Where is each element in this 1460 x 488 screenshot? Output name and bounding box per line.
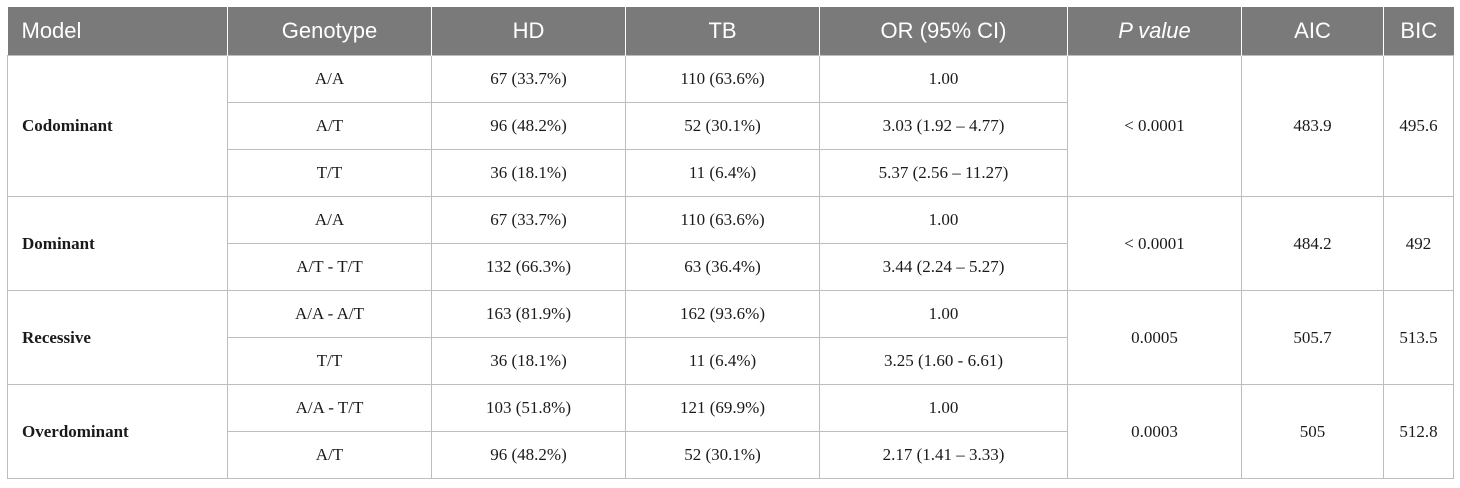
- model-label: Dominant: [7, 196, 228, 291]
- header-or: OR (95% CI): [819, 7, 1068, 56]
- model-label: Overdominant: [7, 384, 228, 479]
- tb-cell: 162 (93.6%): [625, 290, 820, 338]
- or-cell: 1.00: [819, 384, 1068, 432]
- or-cell: 3.03 (1.92 – 4.77): [819, 102, 1068, 150]
- header-aic: AIC: [1241, 7, 1384, 56]
- genotype-cell: A/A: [227, 196, 432, 244]
- genotype-cell: T/T: [227, 149, 432, 197]
- genotype-cell: A/T: [227, 102, 432, 150]
- genetic-model-table: Model Genotype HD TB OR (95% CI) P value…: [7, 7, 1454, 479]
- header-p-value: P value: [1067, 7, 1242, 56]
- header-model: Model: [7, 7, 228, 56]
- table-row: T/T 36 (18.1%) 11 (6.4%) 5.37 (2.56 – 11…: [8, 149, 1454, 197]
- p-value-cell: 0.0005: [1067, 290, 1242, 385]
- genotype-cell: A/T - T/T: [227, 243, 432, 291]
- hd-cell: 103 (51.8%): [431, 384, 626, 432]
- or-cell: 3.44 (2.24 – 5.27): [819, 243, 1068, 291]
- table-row: T/T 36 (18.1%) 11 (6.4%) 3.25 (1.60 - 6.…: [8, 337, 1454, 385]
- hd-cell: 96 (48.2%): [431, 102, 626, 150]
- tb-cell: 63 (36.4%): [625, 243, 820, 291]
- table-row: Overdominant A/A - T/T 103 (51.8%) 121 (…: [7, 384, 1454, 479]
- or-cell: 3.25 (1.60 - 6.61): [819, 337, 1068, 385]
- hd-cell: 36 (18.1%): [431, 149, 626, 197]
- or-cell: 1.00: [819, 290, 1068, 338]
- aic-cell: 484.2: [1241, 196, 1384, 291]
- aic-cell: 505.7: [1241, 290, 1384, 385]
- bic-cell: 492: [1383, 196, 1454, 291]
- aic-cell: 505: [1241, 384, 1384, 479]
- header-tb: TB: [625, 7, 820, 56]
- hd-cell: 36 (18.1%): [431, 337, 626, 385]
- hd-cell: 163 (81.9%): [431, 290, 626, 338]
- model-label: Recessive: [7, 290, 228, 385]
- header-row: Model Genotype HD TB OR (95% CI) P value…: [7, 7, 1454, 56]
- hd-cell: 96 (48.2%): [431, 431, 626, 479]
- bic-cell: 512.8: [1383, 384, 1454, 479]
- bic-cell: 495.6: [1383, 55, 1454, 197]
- table-row: A/T - T/T 132 (66.3%) 63 (36.4%) 3.44 (2…: [8, 243, 1454, 291]
- table-row: Codominant A/A 67 (33.7%) 110 (63.6%) 1.…: [7, 55, 1454, 197]
- table-row: A/T 96 (48.2%) 52 (30.1%) 2.17 (1.41 – 3…: [8, 431, 1454, 479]
- genotype-cell: A/A: [227, 55, 432, 103]
- tb-cell: 11 (6.4%): [625, 337, 820, 385]
- tb-cell: 110 (63.6%): [625, 55, 820, 103]
- header-genotype: Genotype: [227, 7, 432, 56]
- header-hd: HD: [431, 7, 626, 56]
- or-cell: 1.00: [819, 55, 1068, 103]
- aic-cell: 483.9: [1241, 55, 1384, 197]
- hd-cell: 67 (33.7%): [431, 55, 626, 103]
- table-row: Dominant A/A 67 (33.7%) 110 (63.6%) 1.00…: [7, 196, 1454, 291]
- header-bic: BIC: [1383, 7, 1454, 56]
- genotype-cell: A/T: [227, 431, 432, 479]
- p-value-cell: 0.0003: [1067, 384, 1242, 479]
- genotype-cell: T/T: [227, 337, 432, 385]
- model-label: Codominant: [7, 55, 228, 197]
- p-value-cell: < 0.0001: [1067, 55, 1242, 197]
- tb-cell: 110 (63.6%): [625, 196, 820, 244]
- or-cell: 2.17 (1.41 – 3.33): [819, 431, 1068, 479]
- p-value-cell: < 0.0001: [1067, 196, 1242, 291]
- hd-cell: 132 (66.3%): [431, 243, 626, 291]
- or-cell: 5.37 (2.56 – 11.27): [819, 149, 1068, 197]
- table-row: Recessive A/A - A/T 163 (81.9%) 162 (93.…: [7, 290, 1454, 385]
- tb-cell: 52 (30.1%): [625, 102, 820, 150]
- tb-cell: 52 (30.1%): [625, 431, 820, 479]
- table-row: A/T 96 (48.2%) 52 (30.1%) 3.03 (1.92 – 4…: [8, 102, 1454, 150]
- bic-cell: 513.5: [1383, 290, 1454, 385]
- or-cell: 1.00: [819, 196, 1068, 244]
- tb-cell: 11 (6.4%): [625, 149, 820, 197]
- genotype-cell: A/A - A/T: [227, 290, 432, 338]
- genotype-cell: A/A - T/T: [227, 384, 432, 432]
- hd-cell: 67 (33.7%): [431, 196, 626, 244]
- tb-cell: 121 (69.9%): [625, 384, 820, 432]
